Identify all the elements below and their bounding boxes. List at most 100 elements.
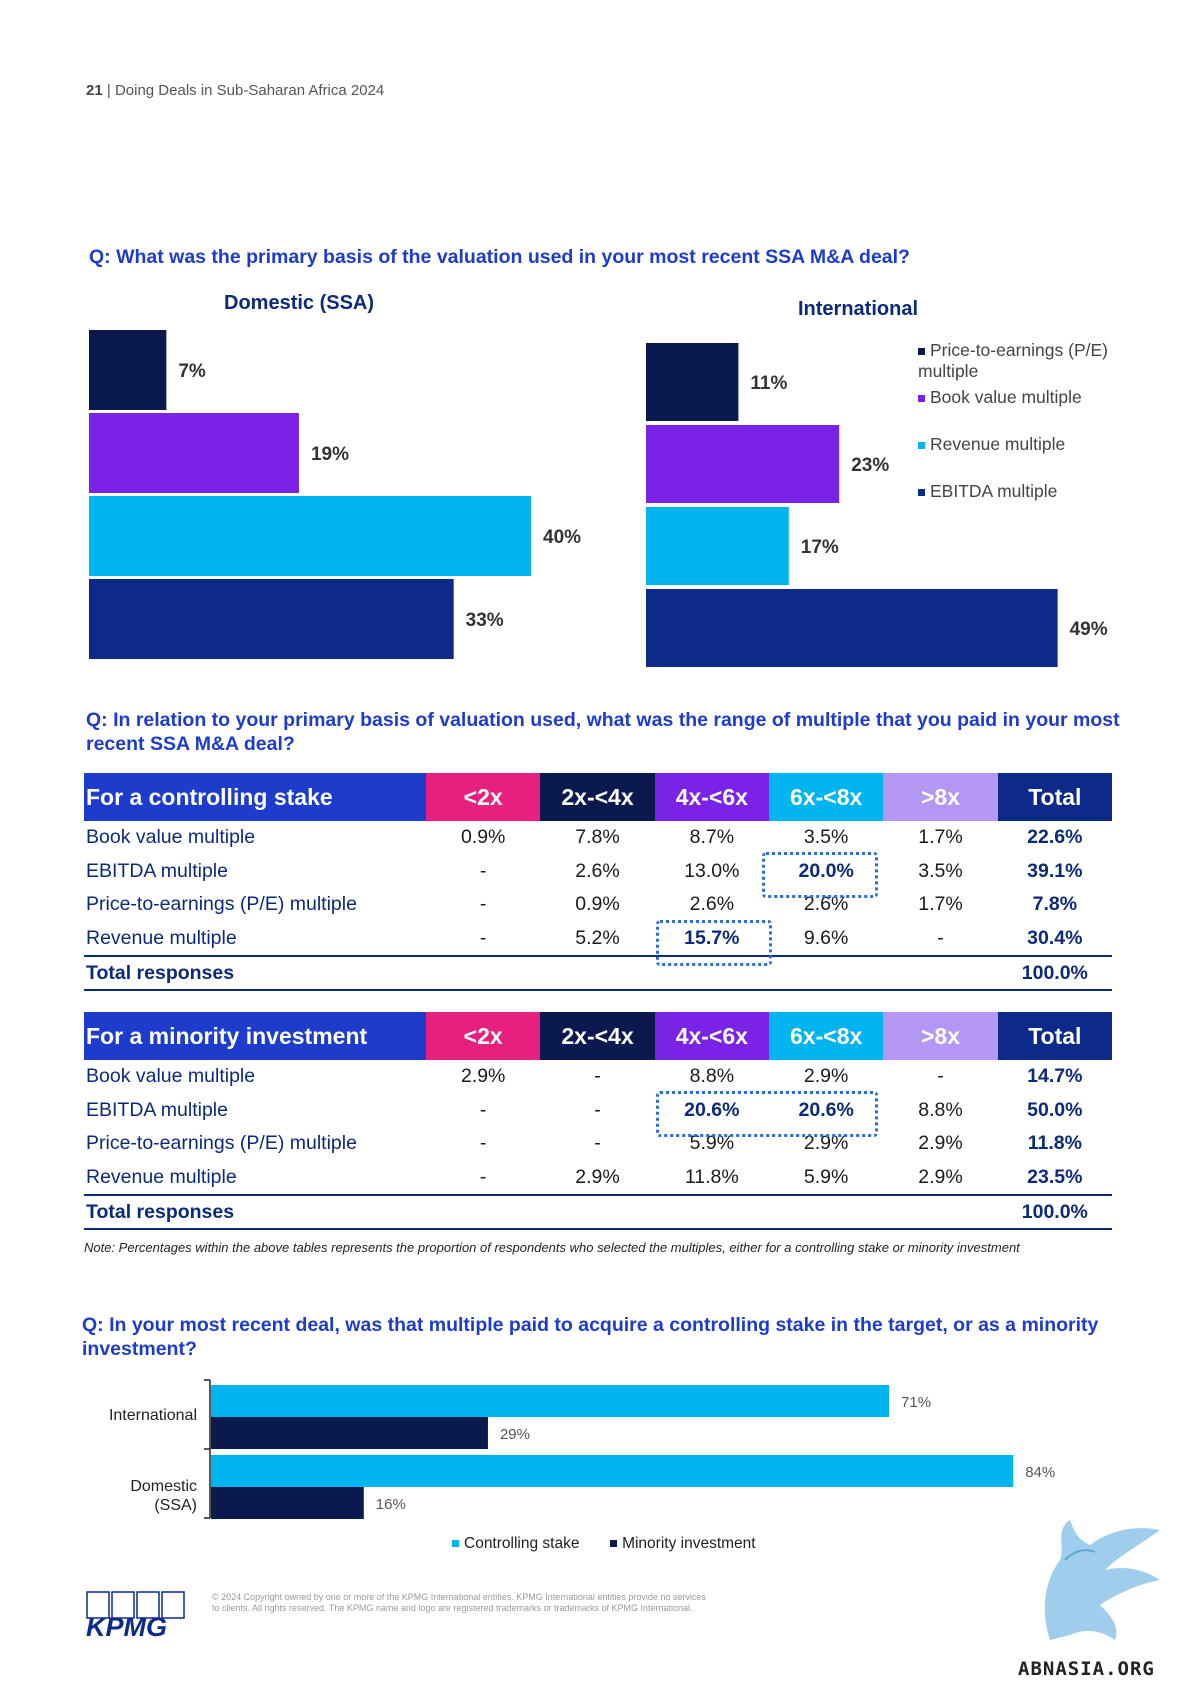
bar-label-book: 23%: [851, 455, 889, 476]
table-cell: 1.7%: [918, 826, 963, 849]
legend-label-ebitda: EBITDA multiple: [930, 481, 1058, 501]
table-cell: 2.6%: [803, 893, 849, 916]
col-header-6x-8x: 6x-<8x: [768, 1012, 884, 1060]
table-row: Revenue multiple - 5.2% 15.7% 9.6% - 30.…: [84, 921, 1112, 957]
bar-revenue: [89, 496, 531, 576]
bar-label-book: 19%: [311, 444, 349, 465]
table-row: Book value multiple 2.9% - 8.8% 2.9% - 1…: [84, 1060, 1112, 1094]
bar-controlling-international: [211, 1385, 890, 1417]
bar-label-ebitda: 49%: [1070, 619, 1108, 640]
table-cell: -: [883, 921, 998, 957]
legend-swatch-minority: [610, 1540, 618, 1548]
bar-pe: [646, 343, 739, 421]
legend-swatch-ebitda: [918, 488, 925, 496]
highlight-box: [656, 1091, 878, 1137]
bar-label: 84%: [1025, 1464, 1055, 1481]
table-cell: -: [479, 859, 487, 882]
highlighted-cell: 20.0%: [798, 859, 854, 882]
table-cell: 0.9%: [575, 893, 620, 916]
table-cell: -: [479, 1132, 487, 1155]
legend-item-pe: Price-to-earnings (P/E) multiple: [918, 340, 1158, 382]
table-cell: 8.8%: [918, 1098, 963, 1121]
kpmg-logo: KPMG: [86, 1591, 185, 1640]
stake-legend: Controlling stake Minority investment: [452, 1535, 756, 1553]
row-label: EBITDA multiple: [86, 1098, 228, 1121]
table-cell: 5.9%: [768, 1160, 884, 1196]
legend-swatch-book: [918, 394, 925, 402]
question-3: Q: In your most recent deal, was that mu…: [82, 1314, 1099, 1360]
griffin-watermark-icon: [1044, 1520, 1160, 1640]
row-total: 14.7%: [1027, 1065, 1083, 1088]
table-cell: 5.2%: [540, 921, 655, 957]
col-header-4x-6x: 4x-<6x: [654, 1012, 769, 1060]
bar-minority-domestic: [211, 1487, 364, 1519]
table-cell: 8.8%: [689, 1065, 735, 1088]
row-total: 50.0%: [1027, 1098, 1083, 1121]
table-title: For a controlling stake: [84, 773, 426, 821]
row-total: 30.4%: [997, 921, 1112, 957]
header-separator: |: [106, 82, 115, 99]
bar-label-revenue: 40%: [543, 527, 581, 548]
bar-label: 71%: [901, 1394, 931, 1411]
table-cell: 2.9%: [803, 1065, 849, 1088]
bar-book: [646, 425, 840, 503]
bar-ebitda: [646, 589, 1058, 667]
valuation-legend: Price-to-earnings (P/E) multiple Book va…: [918, 340, 1158, 502]
table-cell: -: [937, 1065, 944, 1088]
table-row: Price-to-earnings (P/E) multiple - - 5.9…: [84, 1127, 1112, 1161]
highlighted-cell: 20.6%: [798, 1098, 854, 1121]
bar-label-pe: 7%: [178, 361, 206, 382]
table-cell: -: [594, 1132, 601, 1155]
table-row: EBITDA multiple - - 20.6% 20.6% 8.8% 50.…: [84, 1094, 1112, 1128]
category-label-domestic-line2: (SSA): [154, 1497, 197, 1514]
row-total: 22.6%: [1027, 826, 1083, 849]
highlight-box: [656, 920, 772, 966]
table-cell: 2.9%: [460, 1065, 506, 1088]
table-cell: 5.9%: [689, 1132, 735, 1155]
table-cell: -: [479, 893, 487, 916]
table-cell: -: [594, 1065, 601, 1088]
table-cell: -: [426, 921, 541, 957]
bar-ebitda: [89, 579, 454, 659]
domestic-chart-title: Domestic (SSA): [224, 292, 375, 314]
table-title: For a minority investment: [84, 1012, 426, 1060]
table-cell: 7.8%: [575, 826, 620, 849]
table-cell: 2.9%: [540, 1160, 655, 1196]
highlight-box: [762, 852, 878, 898]
page-number: 21: [86, 82, 103, 99]
bar-label: 16%: [376, 1496, 406, 1513]
report-title: Doing Deals in Sub-Saharan Africa 2024: [114, 82, 385, 99]
bar-revenue: [646, 507, 789, 585]
legend-item-book: Book value multiple: [918, 387, 1158, 408]
table-cell: 2.9%: [918, 1132, 963, 1155]
table-cell: -: [426, 1160, 541, 1196]
legend-label-pe: Price-to-earnings (P/E) multiple: [918, 340, 1108, 381]
row-label: Price-to-earnings (P/E) multiple: [86, 893, 357, 916]
table-cell: 1.7%: [918, 893, 963, 916]
table-cell: -: [479, 1098, 487, 1121]
row-label: Book value multiple: [86, 826, 256, 849]
highlighted-cell: 15.7%: [654, 921, 769, 957]
bar-controlling-domestic: [211, 1455, 1014, 1487]
row-label: EBITDA multiple: [86, 859, 228, 882]
table-cell: 9.6%: [768, 921, 884, 957]
table-row: Book value multiple 0.9% 7.8% 8.7% 3.5% …: [84, 821, 1112, 855]
table-cell: 0.9%: [460, 826, 506, 849]
table-header-row: For a controlling stake <2x 2x-<4x 4x-<6…: [84, 773, 1112, 821]
question-2: Q: In relation to your primary basis of …: [86, 709, 1120, 755]
table-cell: -: [594, 1098, 601, 1121]
legend-swatch-pe: [918, 347, 925, 355]
col-header-gt8x: >8x: [883, 773, 998, 821]
table-cell: 2.6%: [575, 859, 620, 882]
bar-pe: [89, 330, 167, 410]
controlling-stake-table: For a controlling stake <2x 2x-<4x 4x-<6…: [84, 773, 1112, 991]
row-label: Price-to-earnings (P/E) multiple: [86, 1132, 357, 1155]
legend-swatch-revenue: [918, 441, 925, 449]
bar-minority-international: [211, 1417, 488, 1449]
table-row: Price-to-earnings (P/E) multiple - 0.9% …: [84, 888, 1112, 922]
col-header-2x-4x: 2x-<4x: [540, 773, 655, 821]
question-1: Q: What was the primary basis of the val…: [89, 246, 910, 268]
table-cell: 3.5%: [918, 859, 963, 882]
row-total: 7.8%: [1032, 893, 1078, 916]
col-header-lt2x: <2x: [426, 773, 541, 821]
